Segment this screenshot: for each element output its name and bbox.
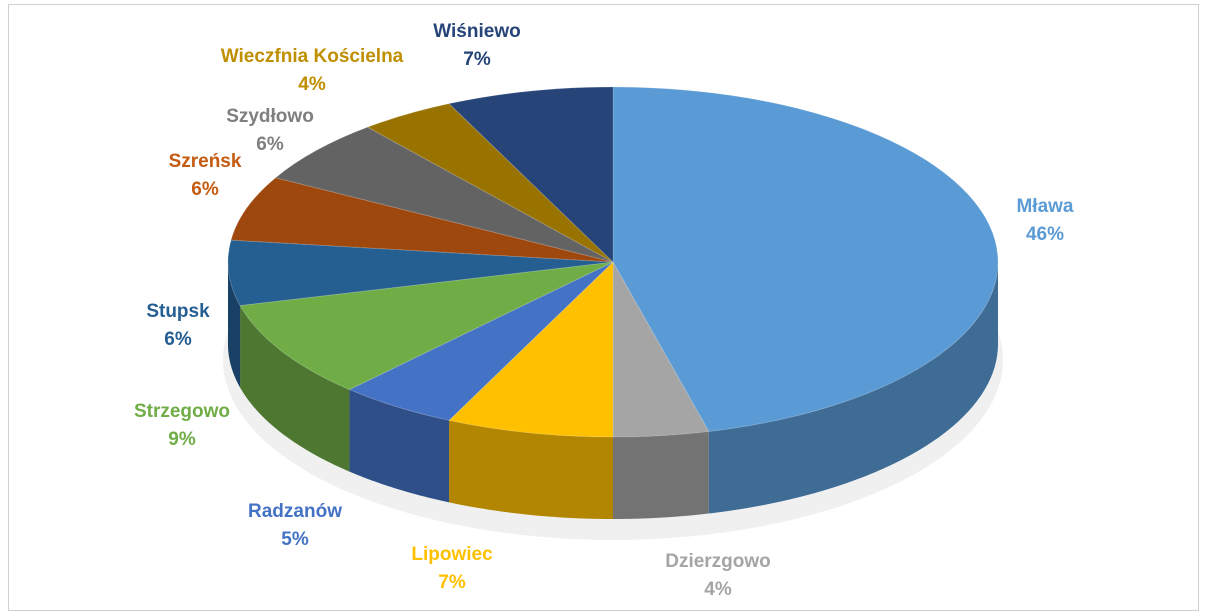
slice — [366, 103, 614, 263]
data-label-value: 9% — [168, 429, 196, 450]
data-label-value: 4% — [298, 74, 326, 95]
slice-side — [240, 305, 350, 472]
data-label-name: Strzegowo — [134, 401, 230, 422]
data-label-value: 6% — [191, 179, 219, 200]
slice — [612, 260, 710, 438]
slice-side — [613, 431, 709, 519]
slice-side-shade — [708, 262, 998, 514]
data-label-name: Szreńsk — [169, 151, 242, 172]
data-label-name: Szydłowo — [226, 106, 314, 127]
slice — [612, 86, 999, 433]
slice-side-shade — [449, 420, 613, 519]
data-label-name: Lipowiec — [411, 544, 493, 565]
slice — [348, 261, 614, 421]
data-label-name: Radzanów — [248, 501, 342, 522]
data-label-value: 4% — [704, 579, 732, 600]
data-label-value: 46% — [1026, 224, 1064, 245]
slice-side — [708, 262, 998, 514]
slice — [448, 260, 614, 438]
slice — [227, 239, 614, 307]
data-label-value: 5% — [281, 529, 309, 550]
slice — [274, 126, 614, 263]
slice — [448, 86, 614, 264]
data-label-name: Dzierzgowo — [665, 551, 771, 572]
slice-side-shade — [613, 431, 709, 519]
slice-side — [349, 389, 450, 503]
slice-side — [449, 420, 613, 519]
data-label-name: Wieczfnia Kościelna — [221, 46, 404, 67]
data-label-value: 6% — [256, 134, 284, 155]
data-label-value: 7% — [463, 49, 491, 70]
slice — [230, 177, 614, 263]
data-label-value: 6% — [164, 329, 192, 350]
data-label-name: Stupsk — [146, 301, 210, 322]
slice-side-shade — [349, 389, 450, 503]
slice-side-shade — [228, 262, 241, 388]
data-label-name: Mława — [1016, 196, 1073, 217]
data-label-value: 7% — [438, 572, 466, 593]
slice-side — [228, 262, 241, 388]
data-label-name: Wiśniewo — [433, 21, 520, 42]
slice-side-shade — [240, 305, 350, 472]
slice — [239, 261, 614, 391]
